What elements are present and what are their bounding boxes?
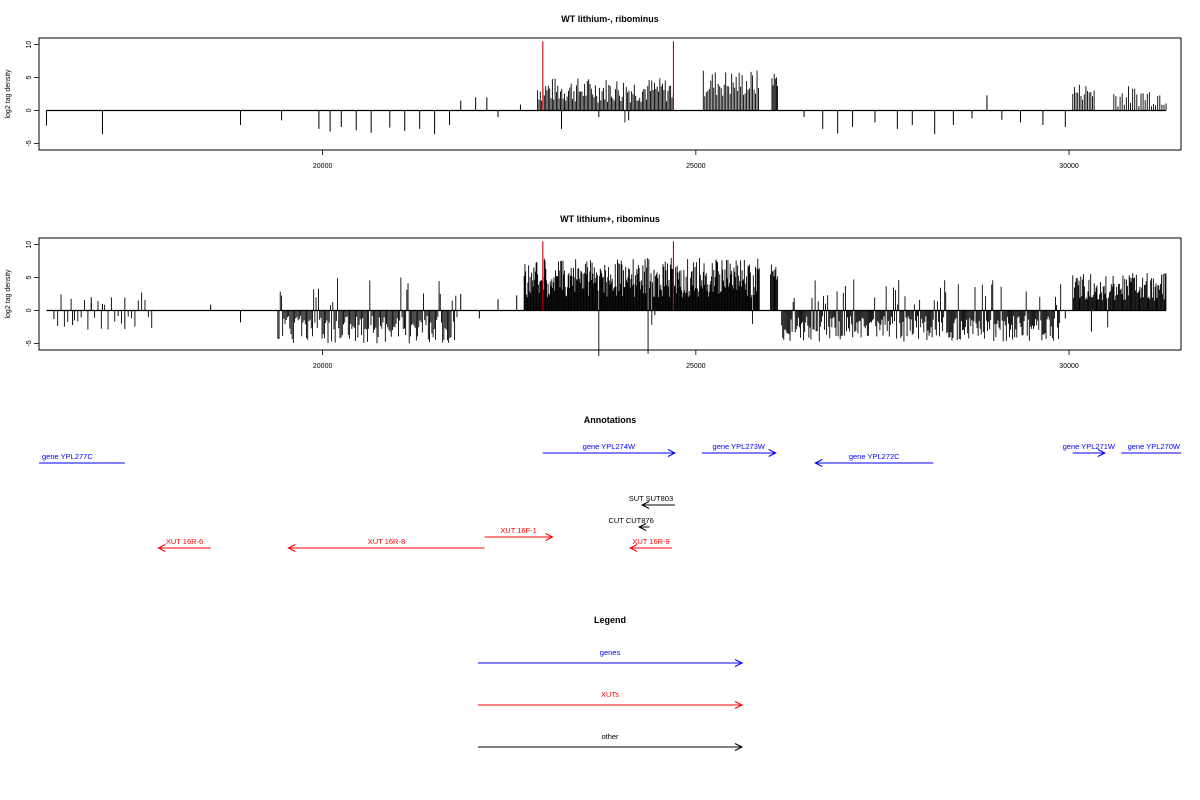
annotation-label: gene YPL274W <box>583 442 636 451</box>
annotation-label: gene YPL270W <box>1128 442 1181 451</box>
annotation-label: XUT 16R-8 <box>368 537 405 546</box>
annotation-label: XUT 16R-9 <box>632 537 669 546</box>
y-tick-label: -5 <box>26 340 33 346</box>
x-tick-label: 20000 <box>313 163 333 170</box>
y-tick-label: 10 <box>26 241 33 249</box>
arrowhead-icon <box>629 544 638 552</box>
annotation-feature: XUT 16F-1 <box>484 526 554 541</box>
x-tick-label: 20000 <box>313 363 333 370</box>
annotation-feature: XUT 16R-9 <box>629 537 672 552</box>
x-tick-label: 25000 <box>686 363 706 370</box>
y-tick-label: 0 <box>26 308 33 312</box>
arrowhead-icon <box>734 659 744 667</box>
plot-frame <box>38 237 1182 351</box>
arrowhead-icon <box>734 701 744 709</box>
y-axis-label: log2 tag density <box>5 69 12 119</box>
density-bars <box>45 70 1167 135</box>
legend-title: Legend <box>594 615 626 625</box>
annotation-label: SUT SUT803 <box>629 494 673 503</box>
arrowhead-icon <box>640 501 650 509</box>
legend-label: other <box>601 732 619 741</box>
legend-item: other <box>478 732 744 751</box>
arrowhead-icon <box>287 544 296 552</box>
arrowhead-icon <box>768 449 777 457</box>
annotation-label: XUT 16F-1 <box>500 526 537 535</box>
plot-frame <box>38 37 1182 151</box>
annotation-label: XUT 16R-6 <box>166 537 203 546</box>
chart-title: WT lithium+, ribominus <box>560 214 660 224</box>
chart-title: WT lithium-, ribominus <box>561 14 659 24</box>
legend-label: XUTs <box>601 690 619 699</box>
y-tick-label: 0 <box>26 108 33 112</box>
annotation-feature: CUT CUT876 <box>608 516 654 531</box>
legend-item: genes <box>478 648 744 667</box>
annotation-feature: XUT 16R-8 <box>287 537 485 552</box>
annotation-feature: XUT 16R-6 <box>157 537 211 552</box>
legend-panel: Legend genes XUTs other <box>478 615 744 751</box>
arrowhead-icon <box>814 459 823 467</box>
y-tick-label: 5 <box>26 75 33 79</box>
annotation-feature: gene YPL277C <box>39 452 125 464</box>
y-tick-label: 5 <box>26 275 33 279</box>
y-axis-label: log2 tag density <box>5 269 12 319</box>
annotation-label: gene YPL277C <box>42 452 93 461</box>
annotation-feature: SUT SUT803 <box>629 494 675 509</box>
annotations-title: Annotations <box>584 415 637 425</box>
annotation-feature: gene YPL274W <box>542 442 677 457</box>
y-tick-label: 10 <box>26 41 33 49</box>
annotation-feature: gene YPL270W <box>1121 442 1181 454</box>
x-tick-label: 30000 <box>1059 163 1079 170</box>
density-bars <box>53 257 1167 357</box>
legend-item: XUTs <box>478 690 744 709</box>
annotation-feature: gene YPL271W <box>1063 442 1116 457</box>
arrowhead-icon <box>545 533 554 541</box>
annotations-panel: Annotations gene YPL277C gene YPL274W gene… <box>39 415 1181 552</box>
annotation-label: gene YPL272C <box>849 452 900 461</box>
x-tick-label: 25000 <box>686 163 706 170</box>
y-tick-label: -5 <box>26 140 33 146</box>
annotation-label: CUT CUT876 <box>608 516 653 525</box>
legend-label: genes <box>600 648 621 657</box>
arrowhead-icon <box>1097 449 1106 457</box>
arrowhead-icon <box>637 523 647 531</box>
annotation-feature: gene YPL273W <box>701 442 777 457</box>
arrowhead-icon <box>667 449 677 457</box>
annotation-label: gene YPL271W <box>1063 442 1116 451</box>
arrowhead-icon <box>734 743 744 751</box>
track-plot-lithium-minus: WT lithium-, ribominus log2 tag density -5… <box>5 14 1182 170</box>
annotation-feature: gene YPL272C <box>814 452 934 467</box>
x-tick-label: 30000 <box>1059 363 1079 370</box>
annotation-label: gene YPL273W <box>713 442 766 451</box>
arrowhead-icon <box>157 544 166 552</box>
track-plot-lithium-plus: WT lithium+, ribominus log2 tag density -5… <box>5 214 1182 370</box>
